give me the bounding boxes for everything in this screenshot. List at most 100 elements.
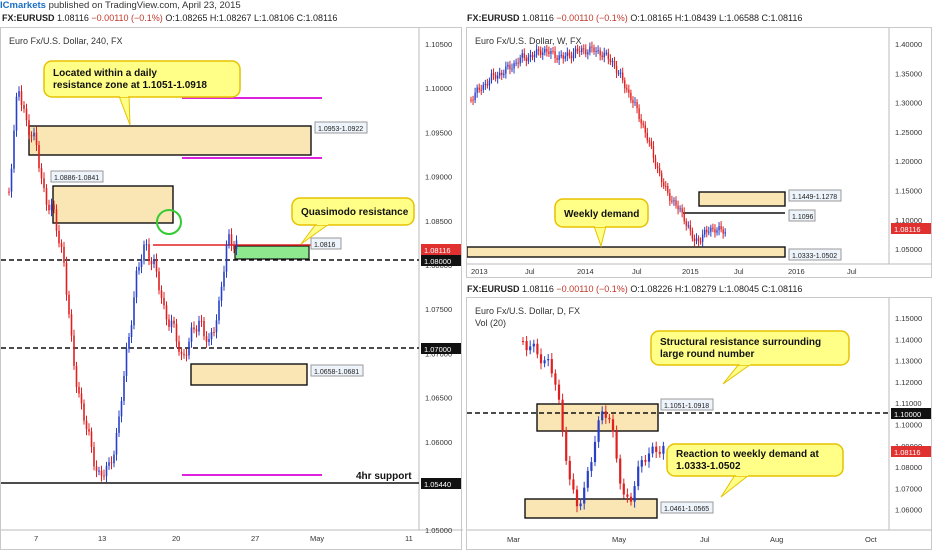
h4-candle-body (88, 429, 90, 432)
h4-candle-body (138, 267, 140, 271)
w-candle-body (525, 57, 528, 62)
w-candle-body (624, 80, 626, 89)
w-candle-body (499, 72, 501, 76)
w-candle-body (535, 49, 538, 55)
w-candle-body (488, 80, 491, 86)
w-candle-body (533, 54, 536, 58)
h4-candle-body (90, 431, 93, 447)
w-open: O:1.08165 (630, 13, 673, 23)
d-close: C:1.08116 (761, 284, 803, 294)
svg-text:1.07000: 1.07000 (424, 345, 451, 354)
h4-candle-body (35, 132, 38, 146)
d-callout-weekly-reaction: Reaction to weekly demand at 1.0333-1.050… (666, 443, 844, 498)
h4-candle-body (143, 244, 145, 261)
h4-x-tick: 11 (405, 534, 413, 543)
svg-text:Quasimodo resistance: Quasimodo resistance (301, 207, 409, 218)
svg-text:1.10000: 1.10000 (894, 410, 921, 419)
d-last-price-label: 1.08116 (891, 446, 931, 457)
d-demand-zone (524, 498, 658, 519)
w-candle-body (634, 102, 636, 104)
w-candle-body (503, 73, 505, 75)
h4-candle-body (45, 188, 48, 205)
w-candle-body (554, 51, 556, 58)
h4-candle-body (40, 168, 43, 179)
svg-text:1.1096: 1.1096 (792, 214, 814, 221)
w-candle-body (718, 226, 720, 231)
w-candle-body (669, 192, 671, 201)
h4-quasimodo-zone (234, 245, 310, 260)
h4-box-label-1: 1.0953-1.0922 (314, 121, 368, 134)
h4-box-label-2: 1.0886-1.0841 (50, 170, 104, 183)
d-y-tick: 1.11000 (895, 399, 922, 408)
d-y-tick: 1.07000 (895, 484, 922, 493)
d-open: O:1.08226 (630, 284, 673, 294)
w-candle-body (482, 84, 484, 90)
svg-text:1.0886-1.0841: 1.0886-1.0841 (54, 175, 99, 182)
w-candle-body (638, 108, 640, 120)
h4-candle-body (155, 259, 158, 272)
w-chart-title: Euro Fx/U.S. Dollar, W, FX (475, 36, 582, 46)
h4-candle-body (183, 354, 185, 356)
w-candle-body (478, 87, 480, 90)
w-candle-body (704, 229, 706, 235)
w-x-tick: Jul (847, 267, 857, 276)
w-candle-body (646, 132, 648, 141)
w-candle-body (484, 83, 487, 85)
d-candle-body (550, 359, 553, 374)
h4-candle-body (190, 327, 193, 342)
svg-text:1.08116: 1.08116 (894, 225, 921, 234)
w-candle-body (656, 166, 659, 169)
h4-candle-body (55, 209, 58, 231)
h4-candle-body (50, 204, 53, 211)
h4-candle-body (95, 466, 98, 472)
d-chart-panel[interactable]: Euro Fx/U.S. Dollar, D, FX Vol (20) 1.15… (466, 297, 932, 550)
w-y-tick: 1.15000 (895, 187, 922, 196)
w-candle-body (486, 83, 489, 86)
w-candle-body (611, 60, 614, 63)
brand-logo[interactable]: ICmarkets (0, 0, 46, 11)
h4-y-tick: 1.09500 (425, 128, 452, 137)
h4-candles (8, 85, 238, 483)
h4-quasimodo-circle (156, 209, 182, 235)
h4-x-tick: 27 (251, 534, 259, 543)
d-x-tick: May (612, 535, 626, 544)
h4-y-axis: 1.10500 1.10000 1.09500 1.09000 1.08500 1.080… (425, 40, 452, 535)
w-candle-body (523, 53, 525, 58)
w-chart-panel[interactable]: Euro Fx/U.S. Dollar, W, FX 1.40000 1.3500… (466, 27, 932, 278)
w-candle-body (640, 119, 642, 124)
h4-candle-body (18, 91, 20, 97)
h4-x-tick: May (310, 534, 324, 543)
h4-chart-panel[interactable]: Euro Fx/U.S. Dollar, 240, FX 1.10500 1.10… (0, 27, 463, 550)
h4-candle-body (75, 365, 78, 387)
w-candle-body (542, 52, 544, 55)
w-candle-body (617, 72, 620, 74)
w-candle-body (470, 99, 472, 101)
w-candle-body (665, 186, 667, 188)
w-candle-body (695, 238, 698, 242)
h4-candle-body (15, 96, 18, 131)
d-candle-body (572, 479, 575, 490)
w-candle-body (630, 92, 632, 101)
w-candle-body (527, 57, 530, 62)
w-close: C:1.08116 (761, 13, 803, 23)
h4-callout-quasimodo: Quasimodo resistance (291, 197, 415, 245)
d-candle-body (536, 343, 539, 355)
h4-callout-daily-resistance: Located within a daily resistance zone at… (43, 60, 241, 126)
h4-candle-body (28, 120, 30, 136)
d-y-tick: 1.06000 (895, 506, 922, 515)
w-candle-body (724, 232, 726, 234)
h4-candle-body (30, 135, 33, 137)
h4-y-tick: 1.10500 (425, 40, 452, 49)
w-candle-body (581, 48, 583, 52)
w-candle-body (546, 49, 548, 52)
h4-candle-body (185, 354, 188, 356)
h4-candle-body (233, 244, 235, 250)
d-volume-indicator[interactable]: Vol (20) (475, 318, 506, 328)
h4-chart-title: Euro Fx/U.S. Dollar, 240, FX (9, 36, 123, 46)
h4-candle-body (43, 178, 45, 189)
w-candle-body (622, 72, 624, 81)
h4-candle-body (70, 314, 73, 336)
w-candle-body (531, 54, 534, 58)
w-candle-body (550, 50, 552, 54)
w-candle-body (716, 230, 718, 233)
